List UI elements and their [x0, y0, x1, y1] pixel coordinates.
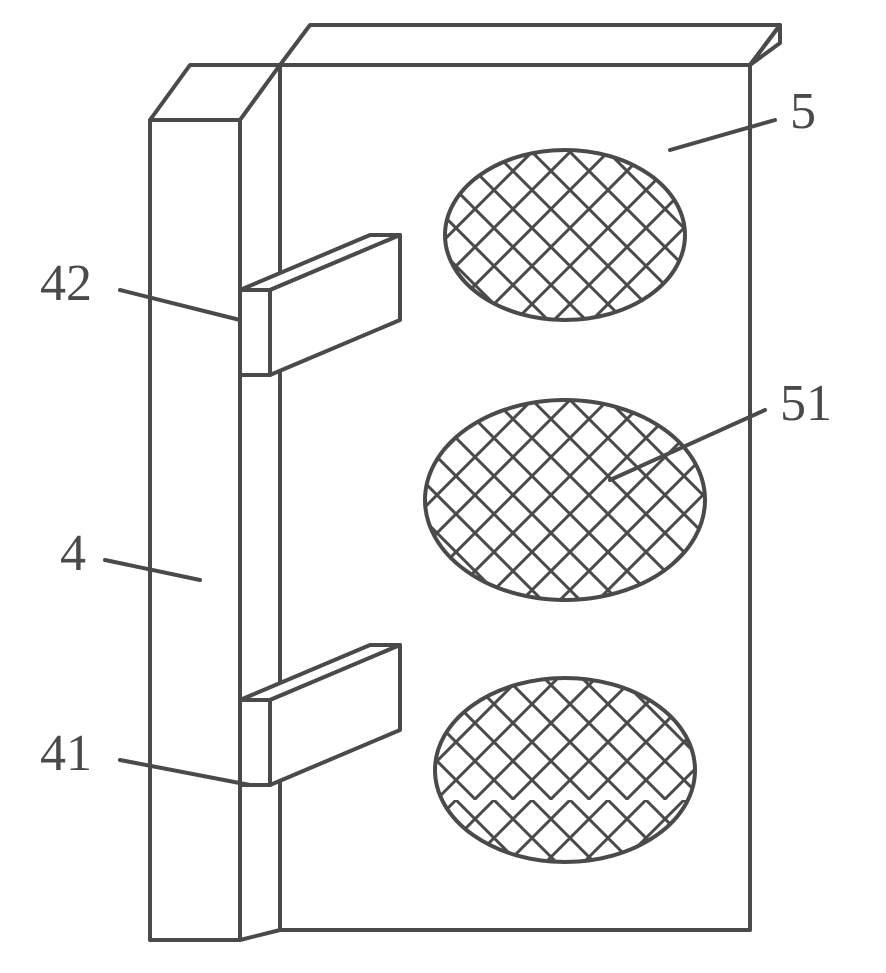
leader-l42 — [120, 290, 240, 320]
label-l5: 5 — [790, 83, 816, 140]
label-l41: 41 — [40, 725, 92, 782]
leader-l5 — [670, 120, 775, 150]
leader-l41 — [120, 760, 250, 785]
panel4-side — [240, 65, 280, 940]
hole-2 — [425, 400, 705, 600]
leader-l4 — [105, 560, 200, 580]
hole-3 — [435, 678, 695, 862]
hole-1 — [445, 150, 685, 320]
label-l51: 51 — [780, 375, 832, 432]
panel4-front — [150, 120, 240, 940]
label-l4: 4 — [60, 525, 86, 582]
label-l42: 42 — [40, 255, 92, 312]
technical-drawing: 5 42 51 4 41 — [0, 0, 886, 973]
panel5-top — [280, 25, 780, 65]
